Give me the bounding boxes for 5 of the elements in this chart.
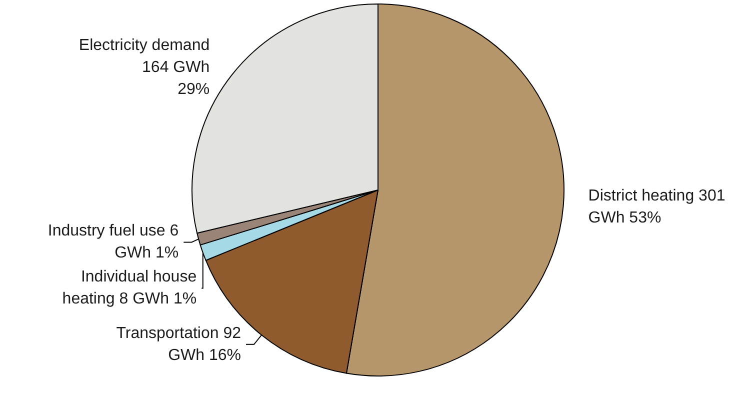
slice-label: Industry fuel use 6 GWh 1% — [48, 222, 179, 262]
slice-label: Transportation 92 GWh 16% — [116, 324, 242, 364]
slice-label: District heating 301 GWh 53% — [588, 187, 726, 226]
slice-label: Individual house heating 8 GWh 1% — [62, 268, 197, 308]
slice-label: Electricity demand 164 GWh 29% — [78, 36, 210, 98]
